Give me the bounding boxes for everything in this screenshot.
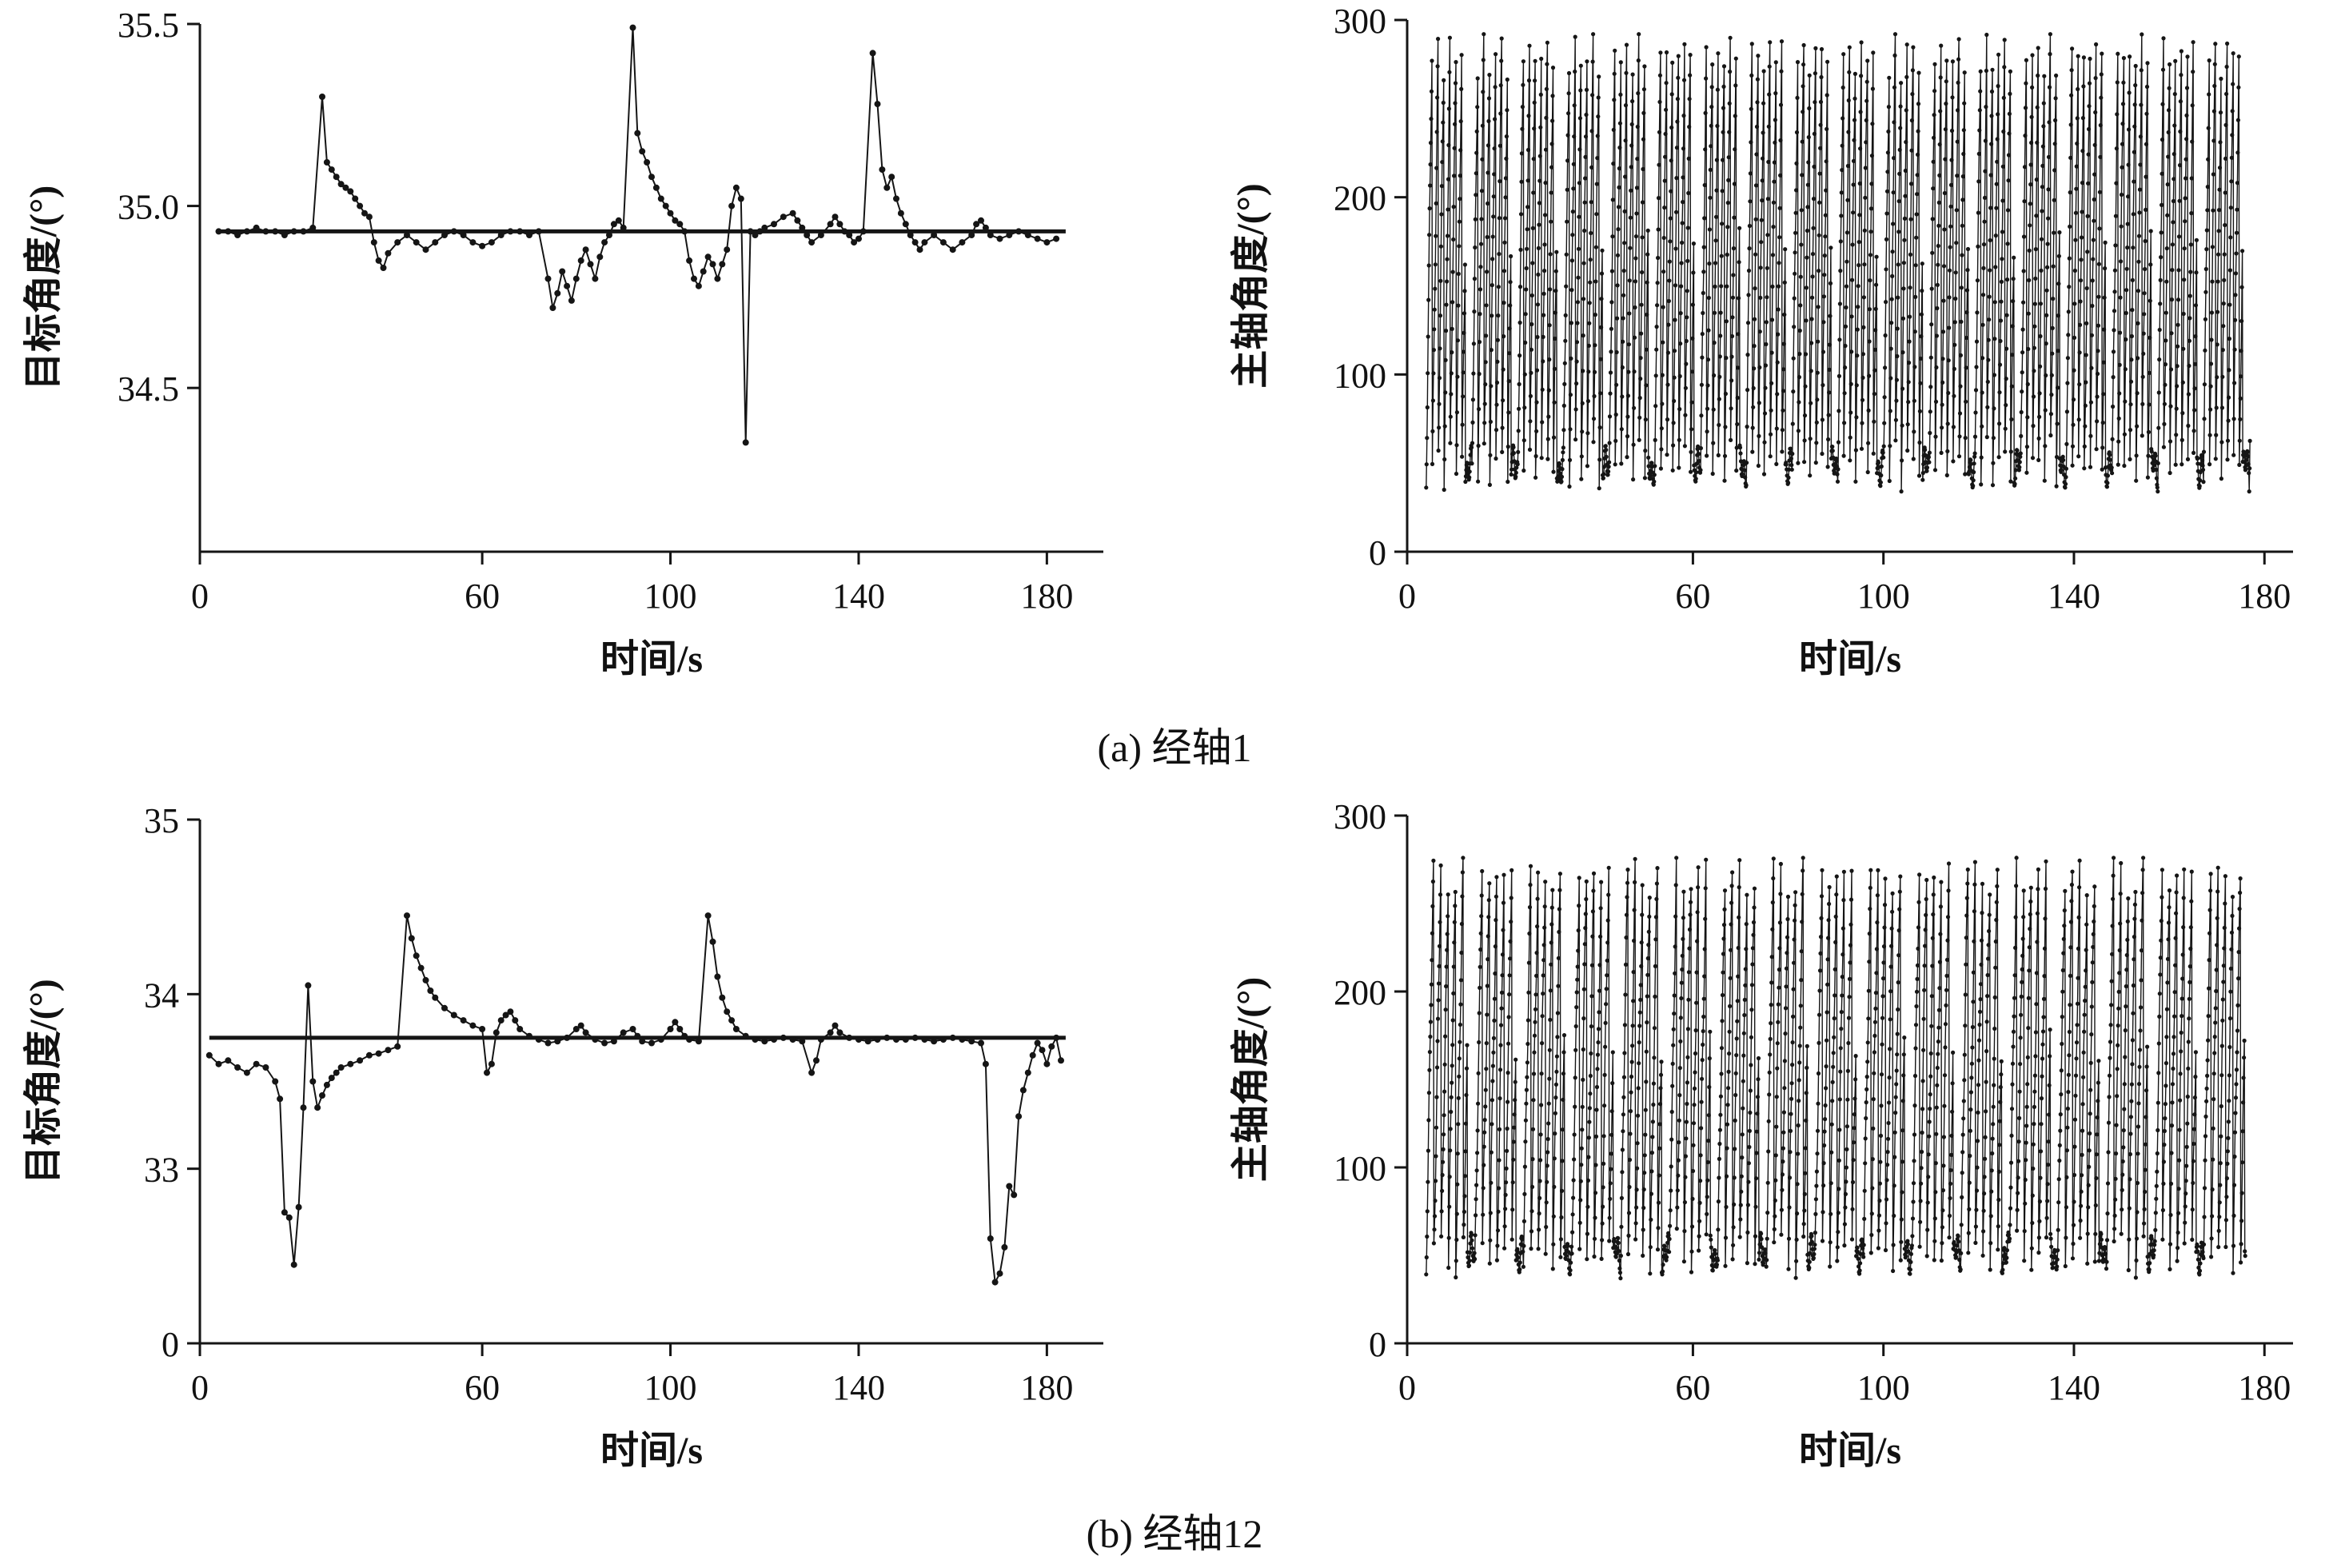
- svg-text:140: 140: [2048, 577, 2100, 616]
- svg-text:100: 100: [644, 577, 697, 616]
- svg-text:目标角度/(°): 目标角度/(°): [22, 979, 65, 1184]
- panel-b-target-angle-chart: 0 60 100 140 180 35 34 33 0 时间/s 目标角度/(°): [0, 792, 1143, 1499]
- svg-text:时间/s: 时间/s: [1799, 1430, 1901, 1472]
- svg-text:0: 0: [1369, 533, 1386, 573]
- svg-text:35.0: 35.0: [118, 188, 179, 227]
- svg-text:时间/s: 时间/s: [600, 1430, 703, 1472]
- svg-text:35.5: 35.5: [118, 6, 179, 45]
- svg-text:180: 180: [1020, 577, 1073, 616]
- svg-text:0: 0: [1369, 1325, 1386, 1364]
- svg-text:0: 0: [1398, 1368, 1416, 1407]
- svg-text:100: 100: [1334, 356, 1386, 395]
- svg-text:60: 60: [1675, 577, 1710, 616]
- caption-panel-a: (a) 经轴1: [1097, 725, 1252, 770]
- svg-text:60: 60: [465, 1368, 500, 1407]
- spindle-angle-plot-b: 0 60 100 140 180 0 100 200 300 时间/s 主轴角度/(°): [1230, 797, 2293, 1472]
- svg-text:0: 0: [162, 1325, 179, 1364]
- svg-text:100: 100: [1334, 1149, 1386, 1188]
- svg-text:100: 100: [1857, 1368, 1910, 1407]
- svg-text:180: 180: [1020, 1368, 1073, 1407]
- svg-text:0: 0: [191, 577, 209, 616]
- svg-text:60: 60: [465, 577, 500, 616]
- svg-text:140: 140: [832, 577, 885, 616]
- svg-text:时间/s: 时间/s: [600, 638, 703, 680]
- svg-text:0: 0: [1398, 577, 1416, 616]
- svg-text:300: 300: [1334, 2, 1386, 41]
- svg-text:200: 200: [1334, 179, 1386, 218]
- panel-b-spindle-angle-chart: 0 60 100 140 180 0 100 200 300 时间/s 主轴角度/(°): [1143, 792, 2349, 1499]
- svg-text:34: 34: [144, 976, 179, 1015]
- svg-text:100: 100: [644, 1368, 697, 1407]
- svg-text:100: 100: [1857, 577, 1910, 616]
- svg-text:140: 140: [2048, 1368, 2100, 1407]
- svg-text:180: 180: [2238, 577, 2291, 616]
- svg-text:主轴角度/(°): 主轴角度/(°): [1230, 977, 1272, 1183]
- spindle-angle-plot-a: 0 60 100 140 180 0 100 200 300 时间/s 主轴角度/(°): [1230, 2, 2293, 680]
- svg-text:时间/s: 时间/s: [1799, 638, 1901, 680]
- svg-text:35: 35: [144, 801, 179, 840]
- svg-text:34.5: 34.5: [118, 369, 179, 409]
- svg-text:0: 0: [191, 1368, 209, 1407]
- caption-panel-b: (b) 经轴12: [1086, 1511, 1263, 1556]
- target-angle-plot-b: 0 60 100 140 180 35 34 33 0 时间/s 目标角度/(°): [22, 801, 1103, 1472]
- panel-a-target-angle-chart: 0 60 100 140 180 35.5 35.0 34.5 时间/s 目标角度/(°): [0, 0, 1143, 708]
- svg-text:33: 33: [144, 1151, 179, 1190]
- svg-text:200: 200: [1334, 973, 1386, 1012]
- svg-text:主轴角度/(°): 主轴角度/(°): [1230, 183, 1272, 389]
- svg-text:180: 180: [2238, 1368, 2291, 1407]
- svg-text:目标角度/(°): 目标角度/(°): [22, 186, 65, 391]
- svg-text:300: 300: [1334, 797, 1386, 836]
- svg-text:140: 140: [832, 1368, 885, 1407]
- panel-a-spindle-angle-chart: 0 60 100 140 180 0 100 200 300 时间/s 主轴角度/(°): [1143, 0, 2349, 708]
- target-angle-plot-a: 0 60 100 140 180 35.5 35.0 34.5 时间/s 目标角度/(°): [22, 6, 1103, 680]
- svg-text:60: 60: [1675, 1368, 1710, 1407]
